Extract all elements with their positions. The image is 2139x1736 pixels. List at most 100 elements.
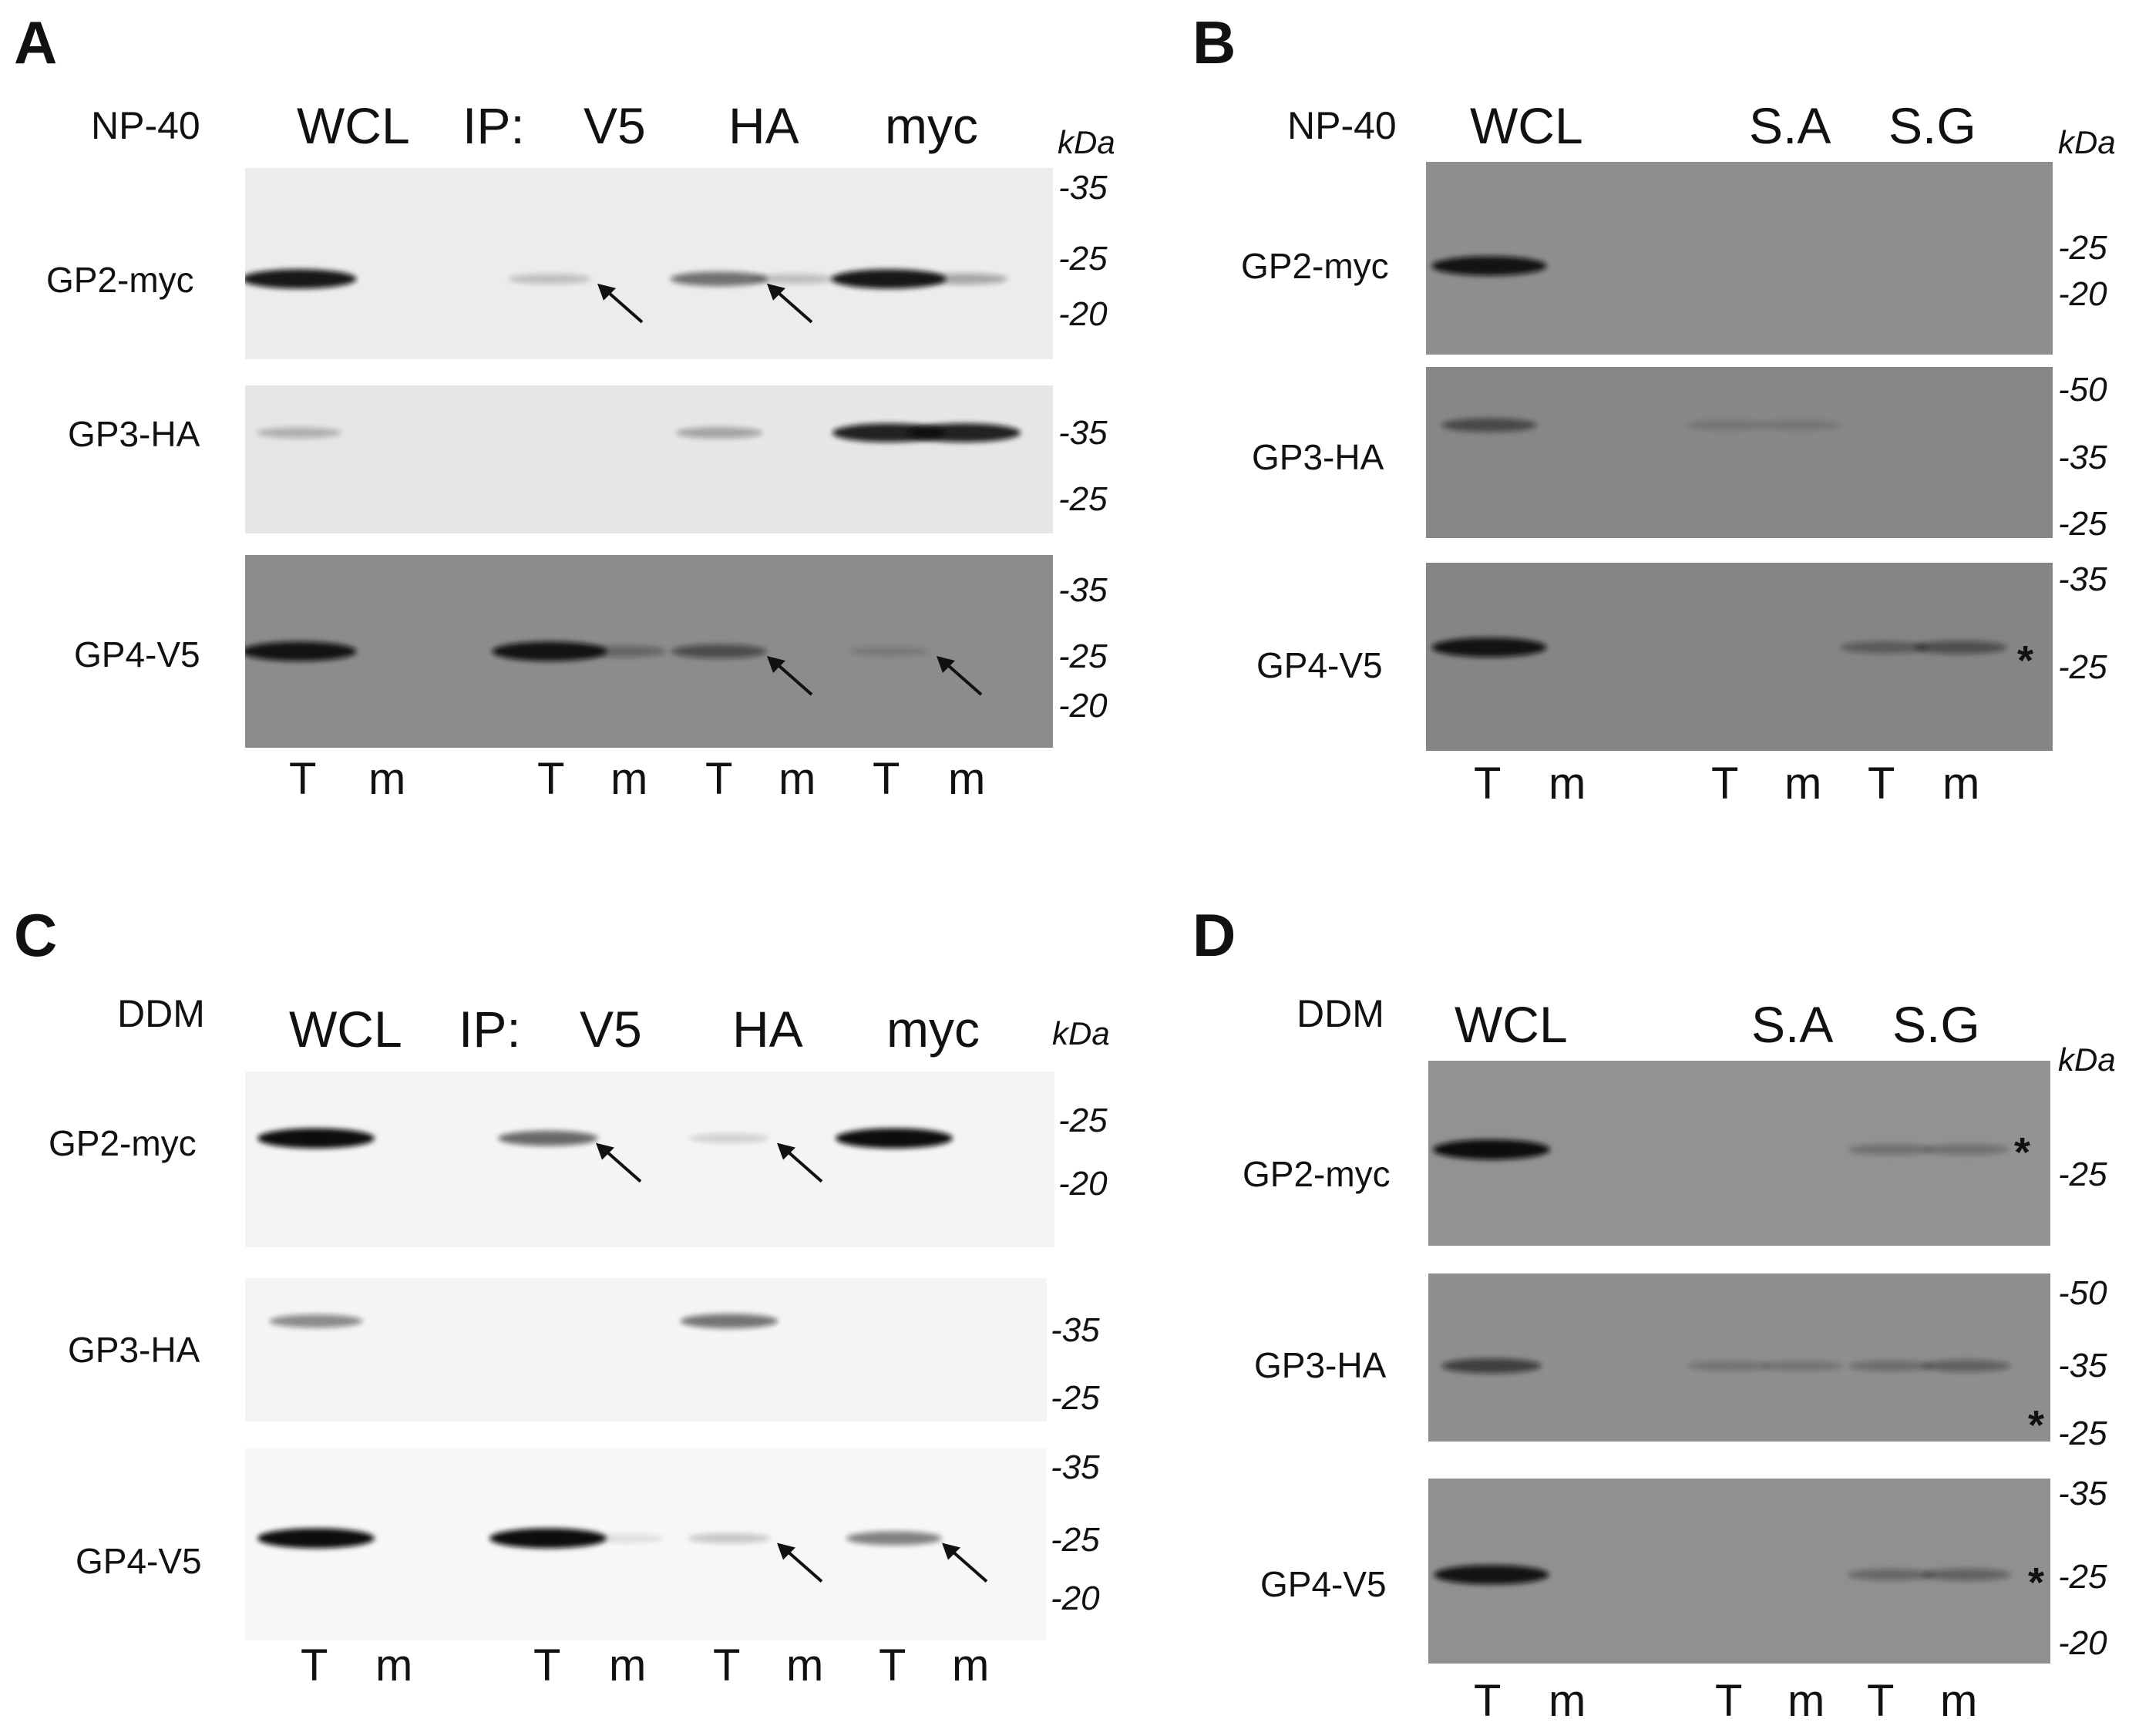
blot-strip-gp2-myc <box>245 168 1053 359</box>
blot-image <box>245 385 1053 533</box>
blot-strip-gp3-ha <box>1428 1273 2050 1442</box>
protein-band <box>1848 1360 1933 1371</box>
blot-background <box>245 1278 1047 1421</box>
marker-35: -35 <box>2058 560 2107 598</box>
detergent-label: DDM <box>117 992 205 1035</box>
marker-25: -25 <box>2058 1156 2107 1193</box>
marker-20: -20 <box>2058 275 2107 313</box>
nonspecific-band-star: * <box>2028 1559 2045 1606</box>
blot-strip-gp2-myc <box>1428 1061 2050 1246</box>
protein-band <box>680 1314 779 1329</box>
blot-label-gp4-v5: GP4-V5 <box>1256 645 1383 685</box>
marker-35: -35 <box>2058 439 2107 476</box>
lane-label: T <box>1711 759 1739 809</box>
arrow-head <box>597 283 616 301</box>
blot-strip-gp4-v5 <box>1426 563 2053 751</box>
nonspecific-band-star: * <box>2028 1402 2045 1448</box>
lane-label: T <box>705 754 733 804</box>
marker-50: -50 <box>2058 371 2107 409</box>
header-ip: IP: <box>462 97 525 154</box>
lane-label: T <box>879 1640 906 1691</box>
lane-label: m <box>1549 759 1586 809</box>
protein-band <box>498 1130 598 1146</box>
protein-band <box>245 641 357 661</box>
blot-image <box>1426 563 2053 751</box>
header-wcl: WCL <box>297 97 410 154</box>
protein-band <box>1761 1361 1844 1371</box>
arrow-head <box>777 1142 795 1160</box>
lane-label: m <box>1940 1676 1978 1726</box>
protein-band <box>670 271 768 287</box>
blot-strip-gp2-myc <box>1426 162 2053 355</box>
header-v5: V5 <box>580 1001 642 1058</box>
blot-image <box>1428 1273 2050 1442</box>
protein-band <box>257 427 341 439</box>
panel-d: D DDM WCL S.A S.G kDa GP2-myc * -25 GP3-… <box>1069 868 2138 1736</box>
arrow-head <box>767 283 785 301</box>
arrow-head <box>942 1543 960 1560</box>
protein-band <box>1922 1360 2011 1372</box>
header-wcl: WCL <box>289 1001 402 1058</box>
lane-label: m <box>375 1640 413 1691</box>
header-wcl: WCL <box>1455 996 1568 1053</box>
blot-label-gp2-myc: GP2-myc <box>46 260 194 300</box>
protein-band <box>489 1528 607 1549</box>
blot-image <box>1426 162 2053 355</box>
blot-image <box>245 1448 1047 1640</box>
marker-20: -20 <box>1058 1165 1108 1203</box>
protein-band <box>1441 1358 1542 1374</box>
panel-letter: C <box>14 901 58 969</box>
blot-label-gp3-ha: GP3-HA <box>68 1330 200 1370</box>
blot-image <box>1426 367 2053 538</box>
panel-letter: D <box>1192 901 1236 969</box>
marker-35: -35 <box>1051 1448 1100 1486</box>
protein-band <box>269 1314 363 1328</box>
lane-label: m <box>610 754 648 804</box>
lane-label: T <box>1715 1676 1743 1726</box>
marker-25: -25 <box>1051 1379 1100 1417</box>
protein-band <box>848 646 930 657</box>
protein-band <box>1847 1569 1935 1581</box>
lane-label: T <box>713 1640 741 1691</box>
protein-band <box>1431 256 1547 276</box>
protein-band <box>1441 418 1537 432</box>
protein-band <box>1433 1139 1550 1160</box>
nonspecific-band-star: * <box>2017 638 2034 684</box>
blot-label-gp4-v5: GP4-V5 <box>1260 1564 1387 1604</box>
kda-unit-label: kDa <box>1058 124 1115 160</box>
blot-label-gp3-ha: GP3-HA <box>1254 1345 1387 1385</box>
lane-label: m <box>368 754 406 804</box>
lane-label: m <box>1788 1676 1825 1726</box>
blot-strip-gp4-v5 <box>245 1448 1047 1640</box>
header-ha: HA <box>732 1001 803 1058</box>
marker-20: -20 <box>1058 687 1108 725</box>
blot-label-gp4-v5: GP4-V5 <box>76 1541 202 1581</box>
header-sa: S.A <box>1749 97 1831 154</box>
blot-image <box>245 1072 1054 1247</box>
detergent-label: NP-40 <box>1287 104 1397 147</box>
blot-strip-gp3-ha <box>245 385 1053 533</box>
panel-c: C DDM WCL IP: V5 HA myc kDa GP2-myc -25 … <box>0 868 1110 1736</box>
protein-band <box>752 274 836 284</box>
panel-letter: B <box>1192 8 1236 76</box>
blot-strip-gp3-ha <box>1426 367 2053 538</box>
blot-background <box>245 168 1053 359</box>
protein-band <box>579 645 667 658</box>
marker-25: -25 <box>2058 1415 2107 1452</box>
marker-25: -25 <box>2058 1558 2107 1596</box>
lane-label: m <box>948 754 986 804</box>
blot-label-gp2-myc: GP2-myc <box>49 1123 197 1163</box>
lane-label: T <box>301 1640 328 1691</box>
lane-label: T <box>873 754 900 804</box>
arrow-head <box>767 656 785 673</box>
header-ip: IP: <box>459 1001 521 1058</box>
marker-35: -35 <box>1058 571 1108 609</box>
header-ha: HA <box>728 97 799 154</box>
kda-unit-label: kDa <box>2058 1041 2116 1078</box>
panel-a: A NP-40 WCL IP: V5 HA myc kDa GP2-myc -3… <box>0 0 1115 868</box>
blot-background <box>245 1448 1047 1640</box>
blot-strip-gp2-myc <box>245 1072 1054 1247</box>
marker-20: -20 <box>1058 295 1108 333</box>
marker-35: -35 <box>1058 414 1108 452</box>
blot-image <box>1428 1479 2050 1664</box>
